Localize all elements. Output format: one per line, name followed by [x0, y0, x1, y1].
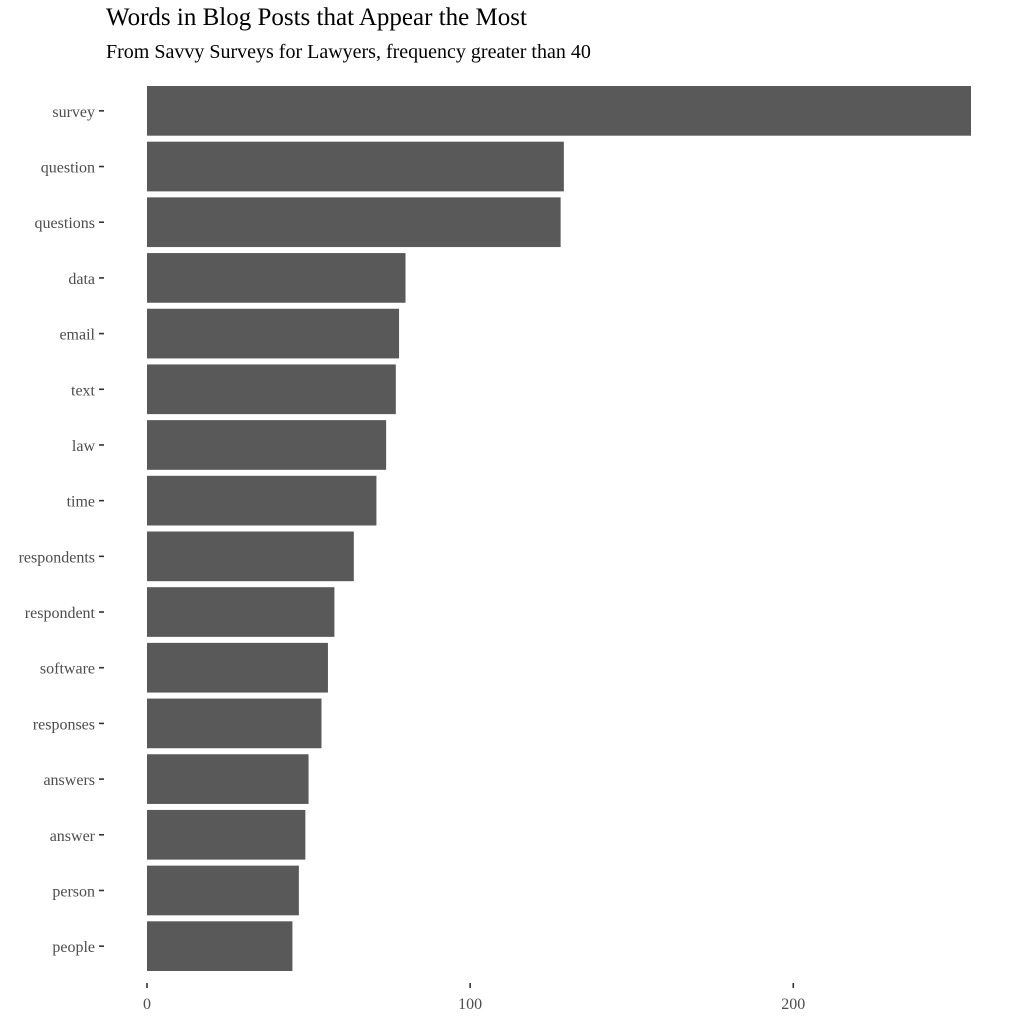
y-tick-label: survey	[52, 104, 95, 121]
bar-questions	[147, 197, 561, 248]
y-tick-label: answers	[43, 772, 95, 789]
bar-respondents	[147, 531, 354, 582]
bar-responses	[147, 698, 322, 749]
y-tick-label: person	[52, 883, 95, 900]
chart-title: Words in Blog Posts that Appear the Most	[106, 4, 527, 31]
y-tick-label: time	[67, 494, 95, 511]
y-tick-label: people	[52, 939, 95, 956]
bar-text	[147, 364, 396, 415]
bar-answers	[147, 754, 309, 804]
bars	[147, 86, 971, 971]
bar-question	[147, 141, 564, 192]
bar-data	[147, 253, 406, 303]
y-tick-label: answer	[50, 828, 96, 845]
bar-people	[147, 921, 293, 971]
x-tick-label: 100	[458, 996, 482, 1013]
bar-software	[147, 642, 328, 693]
y-tick-label: questions	[35, 215, 95, 232]
bar-person	[147, 865, 299, 916]
y-tick-label: data	[68, 271, 95, 288]
y-axis: survey question questions data email text law t…	[19, 104, 104, 956]
y-tick-label: question	[41, 160, 95, 177]
bar-respondent	[147, 587, 335, 637]
bar-time	[147, 475, 377, 526]
y-tick-label: email	[59, 327, 95, 344]
y-tick-label: respondent	[25, 605, 96, 622]
x-tick-label: 0	[143, 996, 151, 1013]
y-tick-label: law	[72, 438, 96, 455]
chart-subtitle: From Savvy Surveys for Lawyers, frequenc…	[106, 41, 591, 63]
bar-law	[147, 420, 387, 470]
bar-answer	[147, 809, 306, 860]
bar-email	[147, 308, 400, 359]
y-tick-label: software	[40, 661, 95, 678]
y-tick-label: respondents	[19, 549, 95, 566]
bar-survey	[147, 86, 971, 136]
x-tick-label: 200	[781, 996, 805, 1013]
x-axis: 0 100 200	[143, 983, 805, 1013]
y-tick-label: responses	[33, 716, 95, 733]
y-tick-label: text	[71, 382, 96, 399]
